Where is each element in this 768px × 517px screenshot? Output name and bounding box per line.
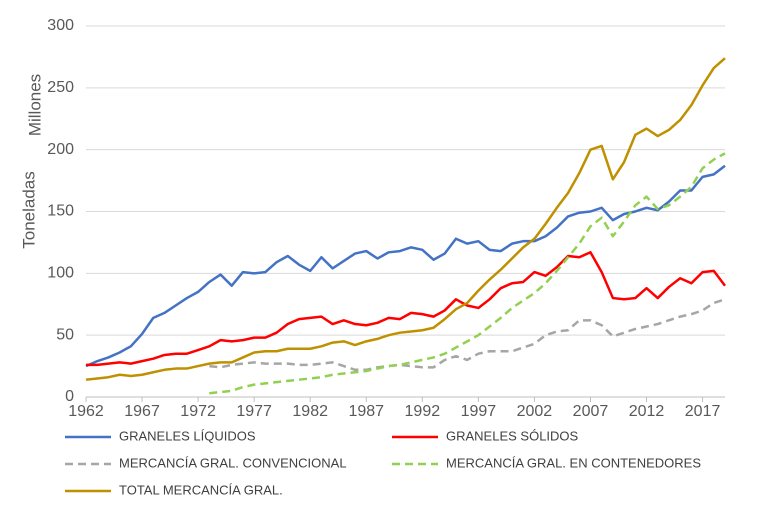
legend-label: MERCANCÍA GRAL. CONVENCIONAL bbox=[119, 455, 347, 470]
series-line bbox=[209, 298, 726, 372]
legend-label: GRANELES SÓLIDOS bbox=[446, 428, 579, 443]
x-tick-label: 1997 bbox=[461, 403, 497, 420]
x-tick-label: 2007 bbox=[573, 403, 609, 420]
y-tick-label: 50 bbox=[56, 326, 74, 343]
x-tick-label: 1992 bbox=[405, 403, 441, 420]
x-tick-label: 1967 bbox=[124, 403, 160, 420]
x-tick-label: 1982 bbox=[292, 403, 328, 420]
x-tick-label: 2012 bbox=[629, 403, 665, 420]
y-unit: Millones bbox=[25, 74, 44, 136]
legend-label: TOTAL MERCANCÍA GRAL. bbox=[119, 482, 283, 497]
y-tick-label: 200 bbox=[47, 141, 74, 158]
x-tick-label: 2017 bbox=[685, 403, 721, 420]
x-tick-label: 1962 bbox=[68, 403, 104, 420]
y-tick-label: 300 bbox=[47, 17, 74, 34]
x-tick-label: 1987 bbox=[348, 403, 384, 420]
y-tick-label: 250 bbox=[47, 79, 74, 96]
x-tick-label: 2002 bbox=[517, 403, 553, 420]
legend-label: MERCANCÍA GRAL. EN CONTENEDORES bbox=[446, 455, 701, 470]
series-line bbox=[85, 57, 726, 381]
legend-label: GRANELES LÍQUIDOS bbox=[119, 428, 256, 443]
series-line bbox=[209, 152, 726, 395]
y-axis-label: Toneladas bbox=[19, 171, 38, 249]
y-tick-label: 150 bbox=[47, 203, 74, 220]
x-tick-label: 1972 bbox=[180, 403, 216, 420]
series-line bbox=[86, 251, 726, 367]
y-tick-label: 100 bbox=[47, 265, 74, 282]
y-tick-label: 0 bbox=[65, 388, 74, 405]
x-tick-label: 1977 bbox=[236, 403, 272, 420]
series-line bbox=[85, 164, 726, 368]
